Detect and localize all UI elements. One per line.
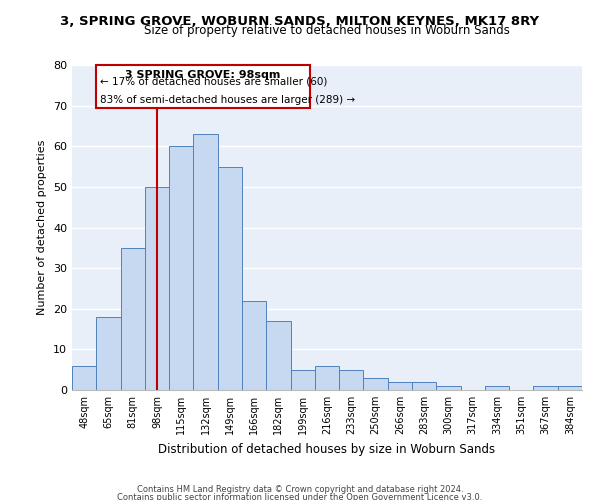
- FancyBboxPatch shape: [96, 65, 310, 108]
- Bar: [72, 366, 96, 390]
- Text: Contains public sector information licensed under the Open Government Licence v3: Contains public sector information licen…: [118, 492, 482, 500]
- Bar: [266, 321, 290, 390]
- Text: 3 SPRING GROVE: 98sqm: 3 SPRING GROVE: 98sqm: [125, 70, 281, 80]
- Bar: [169, 146, 193, 390]
- Bar: [242, 300, 266, 390]
- Bar: [436, 386, 461, 390]
- Bar: [218, 166, 242, 390]
- Bar: [193, 134, 218, 390]
- Bar: [145, 187, 169, 390]
- Text: Contains HM Land Registry data © Crown copyright and database right 2024.: Contains HM Land Registry data © Crown c…: [137, 485, 463, 494]
- Bar: [533, 386, 558, 390]
- Y-axis label: Number of detached properties: Number of detached properties: [37, 140, 47, 315]
- Bar: [388, 382, 412, 390]
- Text: 83% of semi-detached houses are larger (289) →: 83% of semi-detached houses are larger (…: [100, 94, 355, 104]
- Bar: [315, 366, 339, 390]
- Bar: [364, 378, 388, 390]
- Title: Size of property relative to detached houses in Woburn Sands: Size of property relative to detached ho…: [144, 24, 510, 38]
- Bar: [485, 386, 509, 390]
- Bar: [290, 370, 315, 390]
- Text: ← 17% of detached houses are smaller (60): ← 17% of detached houses are smaller (60…: [100, 76, 328, 86]
- Bar: [96, 317, 121, 390]
- Bar: [412, 382, 436, 390]
- Text: 3, SPRING GROVE, WOBURN SANDS, MILTON KEYNES, MK17 8RY: 3, SPRING GROVE, WOBURN SANDS, MILTON KE…: [61, 15, 539, 28]
- X-axis label: Distribution of detached houses by size in Woburn Sands: Distribution of detached houses by size …: [158, 442, 496, 456]
- Bar: [339, 370, 364, 390]
- Bar: [121, 248, 145, 390]
- Bar: [558, 386, 582, 390]
